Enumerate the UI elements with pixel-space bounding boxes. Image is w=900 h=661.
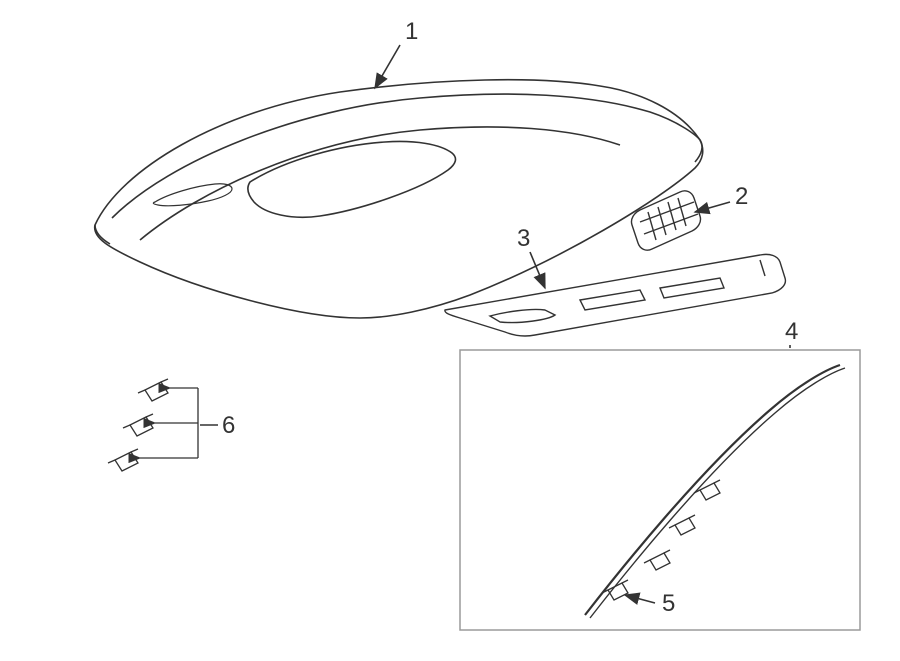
- callout-label-2: 2: [735, 183, 748, 211]
- callout-label-1: 1: [405, 18, 418, 46]
- callout-arrows: [200, 45, 790, 603]
- callout-label-3: 3: [517, 225, 530, 253]
- detail-frame: [460, 350, 860, 630]
- parts-diagram: 1 2 3 4 5 6: [0, 0, 900, 661]
- callout-label-6: 6: [222, 412, 235, 440]
- clip-bracket-lines: [140, 388, 198, 458]
- part-drip-molding: [585, 365, 845, 618]
- part-molding-clips: [602, 480, 720, 600]
- part-roof-panel: [95, 80, 703, 318]
- diagram-svg: [0, 0, 900, 661]
- callout-label-5: 5: [662, 590, 675, 618]
- callout-label-4: 4: [785, 318, 798, 346]
- part-loose-clips: [108, 379, 168, 471]
- part-header-panel: [445, 254, 786, 336]
- part-bracket: [631, 191, 700, 250]
